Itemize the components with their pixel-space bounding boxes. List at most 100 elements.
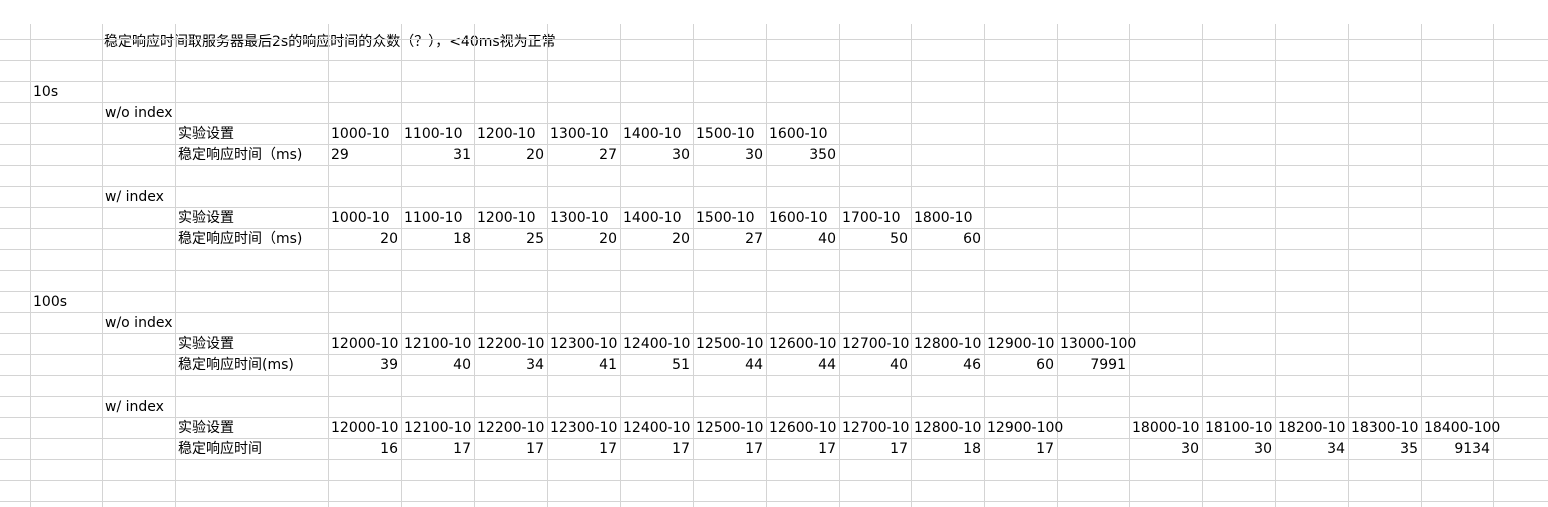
response-time-cell[interactable]: 60 — [985, 355, 1057, 375]
setting-cell[interactable]: 12600-10 — [767, 334, 839, 354]
response-time-cell[interactable]: 30 — [621, 145, 693, 165]
response-time-cell[interactable]: 30 — [694, 145, 766, 165]
setting-cell[interactable]: 18200-10 — [1276, 418, 1348, 438]
setting-cell[interactable]: 12900-100 — [987, 420, 1064, 436]
setting-cell[interactable]: 1600-10 — [767, 208, 839, 228]
response-time-cell[interactable]: 16 — [329, 439, 401, 459]
response-time-cell[interactable]: 20 — [475, 145, 547, 165]
index-label[interactable]: w/ index — [105, 189, 164, 205]
response-time-cell[interactable]: 17 — [475, 439, 547, 459]
response-time-cell[interactable]: 17 — [840, 439, 911, 459]
response-time-cell[interactable]: 29 — [329, 145, 401, 165]
setting-cell[interactable]: 12600-10 — [767, 418, 839, 438]
setting-cell[interactable]: 1200-10 — [475, 124, 547, 144]
response-time-cell[interactable]: 20 — [621, 229, 693, 249]
response-time-cell[interactable]: 40 — [767, 229, 839, 249]
setting-cell[interactable]: 1300-10 — [548, 208, 620, 228]
response-time-cell[interactable]: 27 — [694, 229, 766, 249]
response-time-cell[interactable]: 44 — [767, 355, 839, 375]
response-time-cell[interactable]: 17 — [767, 439, 839, 459]
response-time-cell[interactable]: 17 — [621, 439, 693, 459]
response-time-cell[interactable]: 17 — [694, 439, 766, 459]
setting-cell[interactable]: 18300-10 — [1349, 418, 1421, 438]
response-time-cell[interactable]: 17 — [548, 439, 620, 459]
setting-cell[interactable]: 12300-10 — [548, 334, 620, 354]
response-time-cell[interactable]: 40 — [840, 355, 911, 375]
response-time-cell[interactable]: 9134 — [1422, 439, 1493, 459]
setting-cell[interactable]: 12500-10 — [694, 418, 766, 438]
setting-label[interactable]: 实验设置 — [176, 418, 328, 438]
setting-cell[interactable]: 12000-10 — [329, 418, 401, 438]
response-time-cell[interactable]: 17 — [402, 439, 474, 459]
setting-cell[interactable]: 1600-10 — [769, 126, 828, 142]
response-time-cell[interactable]: 41 — [548, 355, 620, 375]
response-time-cell[interactable]: 25 — [475, 229, 547, 249]
setting-cell[interactable]: 1100-10 — [402, 124, 474, 144]
setting-cell[interactable]: 12700-10 — [840, 418, 911, 438]
response-time-label[interactable]: 稳定响应时间 — [176, 439, 328, 459]
setting-cell[interactable]: 1000-10 — [329, 124, 401, 144]
setting-cell[interactable]: 1000-10 — [329, 208, 401, 228]
setting-cell[interactable]: 18400-100 — [1424, 420, 1501, 436]
response-time-cell[interactable]: 34 — [1276, 439, 1348, 459]
setting-cell[interactable]: 1500-10 — [694, 124, 766, 144]
setting-cell[interactable]: 1300-10 — [548, 124, 620, 144]
response-time-cell[interactable]: 51 — [621, 355, 693, 375]
response-time-cell[interactable]: 350 — [767, 145, 839, 165]
response-time-cell[interactable]: 60 — [912, 229, 984, 249]
setting-cell[interactable]: 12300-10 — [548, 418, 620, 438]
response-time-cell[interactable]: 34 — [475, 355, 547, 375]
setting-cell[interactable]: 1100-10 — [402, 208, 474, 228]
response-time-label[interactable]: 稳定响应时间（ms) — [176, 229, 328, 249]
setting-cell[interactable]: 1400-10 — [621, 124, 693, 144]
index-label[interactable]: w/o index — [105, 105, 173, 121]
setting-cell[interactable]: 1700-10 — [840, 208, 911, 228]
setting-cell[interactable]: 12400-10 — [621, 334, 693, 354]
index-label[interactable]: w/o index — [105, 315, 173, 331]
setting-cell[interactable]: 12500-10 — [694, 334, 766, 354]
setting-cell[interactable]: 18100-10 — [1203, 418, 1275, 438]
response-time-cell[interactable]: 31 — [402, 145, 474, 165]
setting-cell[interactable]: 1400-10 — [621, 208, 693, 228]
response-time-cell[interactable]: 17 — [985, 439, 1057, 459]
response-time-cell[interactable]: 20 — [329, 229, 401, 249]
response-time-cell[interactable]: 30 — [1130, 439, 1202, 459]
setting-cell[interactable]: 12100-10 — [402, 418, 474, 438]
setting-cell[interactable]: 12900-10 — [985, 334, 1057, 354]
setting-cell[interactable]: 12000-10 — [329, 334, 401, 354]
response-time-cell[interactable]: 30 — [1203, 439, 1275, 459]
index-label[interactable]: w/ index — [105, 399, 164, 415]
response-time-cell[interactable]: 44 — [694, 355, 766, 375]
setting-cell[interactable]: 12200-10 — [475, 418, 547, 438]
response-time-cell[interactable]: 27 — [548, 145, 620, 165]
response-time-cell[interactable]: 40 — [402, 355, 474, 375]
setting-cell[interactable]: 12100-10 — [402, 334, 474, 354]
setting-cell[interactable]: 12400-10 — [621, 418, 693, 438]
response-time-cell[interactable]: 18 — [912, 439, 984, 459]
response-time-cell[interactable]: 39 — [329, 355, 401, 375]
section-label[interactable]: 100s — [31, 292, 102, 312]
setting-cell[interactable]: 18000-10 — [1130, 418, 1202, 438]
response-time-cell[interactable]: 50 — [840, 229, 911, 249]
setting-cell[interactable]: 1500-10 — [694, 208, 766, 228]
setting-cell[interactable]: 12200-10 — [475, 334, 547, 354]
response-time-cell[interactable]: 7991 — [1058, 355, 1129, 375]
response-time-cell[interactable]: 35 — [1349, 439, 1421, 459]
setting-cell[interactable]: 1200-10 — [475, 208, 547, 228]
response-time-cell[interactable]: 18 — [402, 229, 474, 249]
setting-label[interactable]: 实验设置 — [176, 124, 328, 144]
setting-cell[interactable]: 1800-10 — [914, 210, 973, 226]
response-time-cell[interactable]: 46 — [912, 355, 984, 375]
sheet-title[interactable]: 稳定响应时间取服务器最后2s的响应时间的众数（？），<40ms视为正常 — [104, 34, 556, 50]
setting-label[interactable]: 实验设置 — [176, 334, 328, 354]
setting-cell[interactable]: 12700-10 — [840, 334, 911, 354]
section-label[interactable]: 10s — [31, 82, 102, 102]
response-time-label[interactable]: 稳定响应时间（ms) — [176, 145, 328, 165]
response-time-cell[interactable]: 20 — [548, 229, 620, 249]
setting-label[interactable]: 实验设置 — [176, 208, 328, 228]
response-time-label[interactable]: 稳定响应时间(ms) — [176, 355, 328, 375]
setting-cell[interactable]: 13000-100 — [1060, 336, 1137, 352]
setting-cell[interactable]: 12800-10 — [912, 418, 984, 438]
setting-cell[interactable]: 12800-10 — [912, 334, 984, 354]
